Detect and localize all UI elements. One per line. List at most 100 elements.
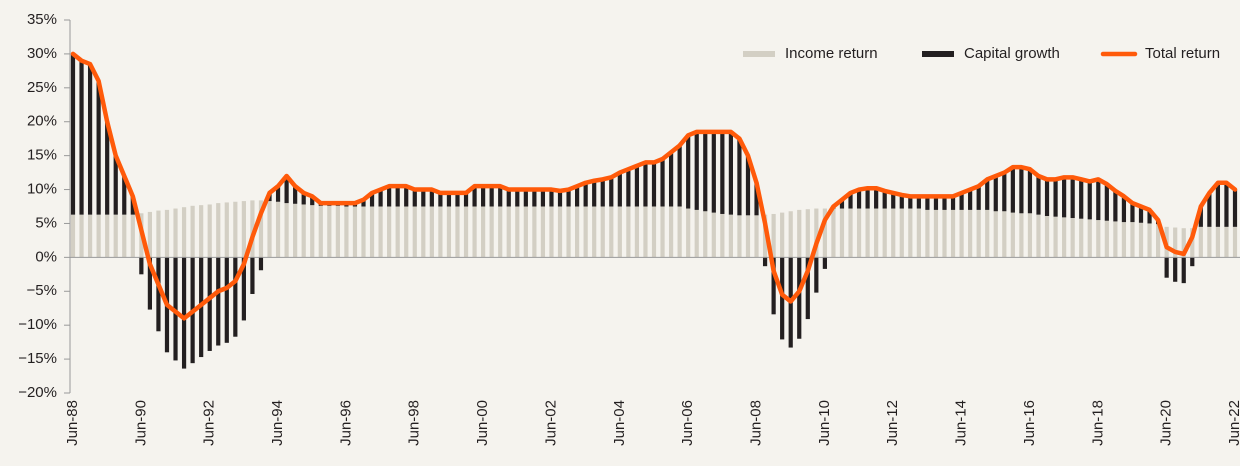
bar [412,206,417,258]
bar [942,196,947,210]
total-return-line [70,51,1238,321]
bar [1104,184,1109,221]
bar [575,206,580,258]
bar [694,209,699,258]
x-tick-label: Jun-20 [1158,400,1175,446]
bar [1173,227,1178,258]
bar [404,206,409,258]
bar [600,206,605,258]
bar [318,205,323,258]
bar [250,200,255,258]
bar [609,177,614,207]
bar [79,214,84,258]
bar [378,189,383,207]
bar [839,208,845,258]
bar [865,208,870,258]
bar [130,214,135,258]
y-tick-label: 20% [27,113,57,130]
x-tick-label: Jun-96 [337,400,354,446]
bar [327,205,332,258]
bar [703,211,708,258]
bar [472,206,477,258]
bar [540,206,546,258]
bar [754,215,759,258]
bar [839,199,845,209]
bar [1113,221,1118,258]
bar [1181,257,1186,284]
bar [942,209,947,258]
bar [968,209,973,258]
bar [703,131,708,212]
bar [369,192,375,207]
x-tick-label: Jun-98 [406,400,423,446]
bar [515,189,520,207]
bar [190,205,195,258]
bar [1104,220,1109,258]
bar [173,208,178,258]
bar [1053,216,1058,258]
bar [224,202,229,258]
bar [105,214,110,258]
bar [181,257,187,369]
bar [532,206,537,258]
bar [617,172,622,207]
bar [762,257,768,267]
x-tick-label: Jun-10 [816,400,833,446]
bar [797,209,802,258]
bar [523,206,528,258]
bar [1173,257,1178,282]
bar [771,257,776,315]
bar [745,215,751,258]
bar [1121,196,1127,223]
bar [848,192,853,209]
bar [549,206,554,258]
bar [506,189,511,207]
bar [1010,167,1015,213]
x-tick-label: Jun-00 [474,400,491,446]
y-tick-label: 15% [27,147,57,164]
bar [1190,257,1195,267]
bar [908,208,913,258]
bar [711,131,716,213]
x-tick-label: Jun-06 [679,400,696,446]
bar [1207,192,1212,227]
legend-swatch [922,51,954,57]
bar [617,206,622,258]
bar [626,169,631,207]
bar [147,257,152,310]
bar [728,131,733,215]
bar [1053,179,1058,217]
bar [634,165,640,207]
bar [908,196,913,209]
bar [481,186,486,207]
bar [438,206,443,258]
bar [352,206,358,258]
x-tick-label: Jun-08 [747,400,764,446]
bar [933,209,939,258]
bar [557,190,563,207]
bar [660,206,665,258]
bar [737,138,742,216]
x-tick-label: Jun-94 [269,400,286,446]
bar [1036,214,1041,258]
bar [216,257,221,346]
bar [1010,212,1015,258]
bar [105,121,110,215]
bar [668,206,674,258]
bar [87,64,93,215]
bar [677,145,682,207]
bar [814,257,819,293]
bar [822,208,827,258]
bar [831,208,836,258]
bar [925,209,930,258]
bar [950,196,956,210]
bar [1130,222,1135,258]
bar [1002,211,1007,258]
y-tick-label: 35% [27,11,57,28]
bar [1044,215,1050,258]
bar [916,208,921,258]
bar [1224,182,1229,227]
bar [241,257,246,321]
bar [856,189,862,209]
bar [258,200,264,258]
